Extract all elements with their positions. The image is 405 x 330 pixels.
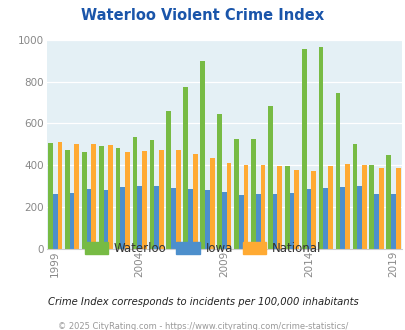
Bar	[209, 158, 214, 249]
Bar	[137, 186, 142, 249]
Bar	[250, 139, 255, 249]
Bar	[159, 149, 163, 249]
Bar	[243, 165, 248, 249]
Bar	[82, 152, 86, 249]
Bar	[369, 165, 373, 249]
Bar	[289, 193, 294, 249]
Bar	[120, 187, 125, 249]
Bar	[323, 188, 327, 249]
Bar	[306, 189, 311, 249]
Bar	[277, 166, 281, 249]
Bar	[70, 193, 74, 249]
Bar	[255, 194, 260, 249]
Bar	[166, 111, 171, 249]
Bar	[192, 154, 197, 249]
Bar	[171, 188, 175, 249]
Bar	[222, 191, 226, 249]
Bar	[183, 87, 188, 249]
Bar	[361, 165, 366, 249]
Bar	[284, 166, 289, 249]
Bar	[98, 147, 103, 249]
Bar	[390, 194, 395, 249]
Bar	[318, 47, 323, 249]
Bar	[226, 163, 231, 249]
Bar	[294, 170, 298, 249]
Bar	[48, 143, 53, 249]
Bar	[267, 106, 272, 249]
Bar	[311, 171, 315, 249]
Bar	[217, 114, 222, 249]
Bar	[301, 49, 306, 249]
Bar	[234, 139, 238, 249]
Bar	[65, 149, 70, 249]
Bar	[395, 169, 400, 249]
Bar	[327, 166, 332, 249]
Bar	[58, 142, 62, 249]
Bar	[386, 155, 390, 249]
Bar	[378, 169, 383, 249]
Bar	[91, 145, 96, 249]
Bar	[188, 189, 192, 249]
Bar	[200, 61, 205, 249]
Bar	[142, 151, 147, 249]
Bar	[356, 186, 361, 249]
Bar	[86, 189, 91, 249]
Text: Waterloo Violent Crime Index: Waterloo Violent Crime Index	[81, 8, 324, 23]
Bar	[125, 152, 130, 249]
Bar	[238, 195, 243, 249]
Bar	[205, 190, 209, 249]
Legend: Waterloo, Iowa, National: Waterloo, Iowa, National	[80, 237, 325, 260]
Bar	[154, 186, 159, 249]
Bar	[115, 148, 120, 249]
Bar	[260, 165, 264, 249]
Bar	[108, 146, 113, 249]
Bar	[175, 149, 180, 249]
Bar	[149, 140, 154, 249]
Text: © 2025 CityRating.com - https://www.cityrating.com/crime-statistics/: © 2025 CityRating.com - https://www.city…	[58, 322, 347, 330]
Bar	[344, 164, 349, 249]
Bar	[339, 187, 344, 249]
Bar	[272, 194, 277, 249]
Text: Crime Index corresponds to incidents per 100,000 inhabitants: Crime Index corresponds to incidents per…	[47, 297, 358, 307]
Bar	[352, 145, 356, 249]
Bar	[74, 145, 79, 249]
Bar	[373, 194, 378, 249]
Bar	[53, 194, 58, 249]
Bar	[132, 137, 137, 249]
Bar	[103, 190, 108, 249]
Bar	[335, 93, 339, 249]
